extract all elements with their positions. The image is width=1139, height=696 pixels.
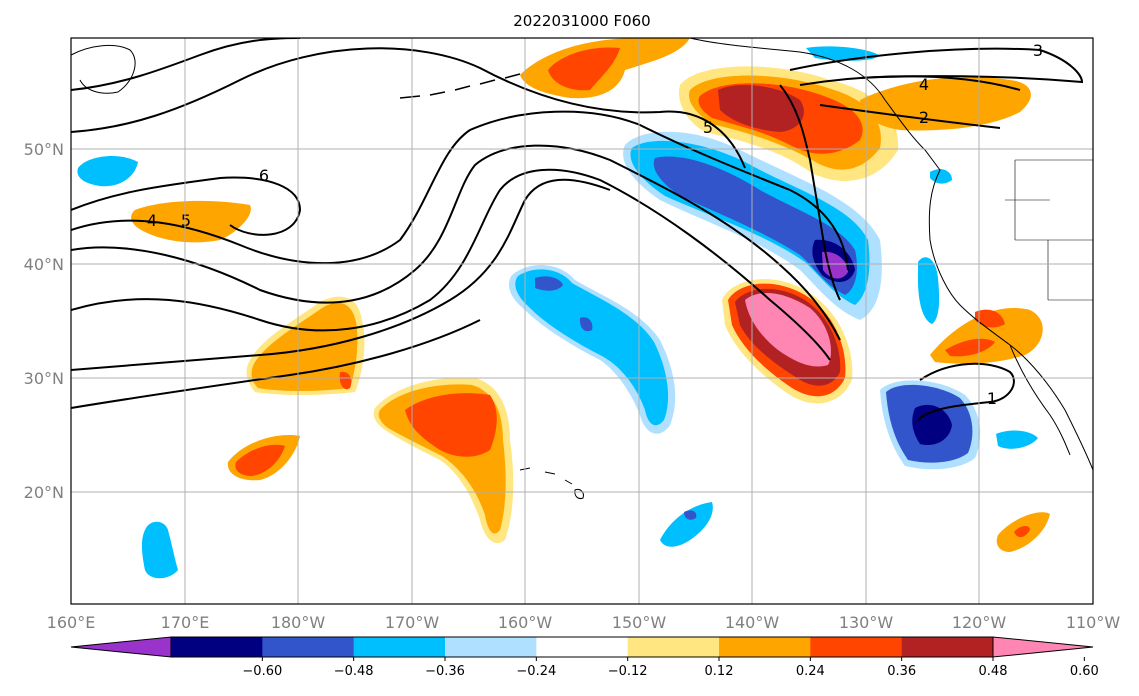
- colorbar-segment: [810, 637, 903, 657]
- colorbar-segment: [171, 637, 263, 657]
- contour-line-1: [71, 319, 1015, 421]
- x-tick-label: 170°W: [385, 613, 440, 632]
- contour-line-4: [799, 75, 1021, 91]
- y-tick-label: 40°N: [24, 255, 64, 274]
- colorbar-tick-label: −0.12: [608, 664, 648, 679]
- positive-anomaly-mexico-core: [1014, 526, 1030, 538]
- negative-anomaly-southwest: [141, 521, 178, 579]
- us-state-borders: [1005, 159, 1093, 301]
- y-tick-label: 30°N: [24, 369, 64, 388]
- y-axis-ticks: 50°N 40°N 30°N 20°N: [24, 140, 64, 502]
- colorbar-tick-label: 0.24: [796, 664, 825, 679]
- colorbar-tick-label: −0.36: [425, 664, 465, 679]
- negative-anomaly-central-pacific-max2: [579, 317, 593, 332]
- coastline-baja: [1009, 344, 1071, 456]
- contour-line-6: [71, 176, 302, 236]
- colorbar-tick-label: 0.12: [705, 664, 734, 679]
- y-tick-label: 20°N: [24, 483, 64, 502]
- colorbar-segment: [445, 637, 537, 657]
- gridlines: [71, 38, 1093, 604]
- positive-anomaly-western-south-core: [235, 444, 285, 476]
- contour-line-4-west: [71, 144, 841, 341]
- colorbar-segment: [719, 637, 811, 657]
- x-tick-label: 170°E: [161, 613, 210, 632]
- colorbar-extend-high: [992, 636, 1094, 658]
- x-tick-label: 160°W: [498, 613, 553, 632]
- contour-label: 5: [181, 211, 191, 230]
- positive-anomaly-baja-core2: [975, 309, 1005, 328]
- colorbar-outline: [170, 636, 994, 658]
- colorbar-tick-label: −0.24: [516, 664, 556, 679]
- map-frame: [70, 37, 1094, 605]
- figure-title: 2022031000 F060: [513, 12, 650, 30]
- colorbar-tick-label: 0.48: [979, 664, 1008, 679]
- map-panel: 3 4 2 5 6 4 5 1: [70, 37, 1094, 605]
- negative-anomaly-ne-pacific-band-peak: [822, 251, 848, 279]
- positive-anomaly-alaska-coast-core: [548, 47, 620, 91]
- colorbar-segment: [627, 637, 720, 657]
- contour-line-alaska-east: [779, 84, 841, 301]
- colorbar-tick-label: 0.36: [887, 664, 916, 679]
- positive-anomaly-dateline: [131, 200, 251, 243]
- positive-anomaly-central-pacific-peak: [745, 293, 831, 367]
- contour-label: 4: [147, 211, 157, 230]
- colorbar: −0.60 −0.48 −0.36 −0.24 −0.12 0.12 0.24 0.36 0.4…: [70, 636, 1099, 679]
- negative-anomaly-hawaii-south-core: [684, 510, 697, 520]
- x-tick-label: 150°W: [612, 613, 667, 632]
- x-tick-label: 160°E: [47, 613, 96, 632]
- contour-label: 5: [703, 118, 713, 137]
- negative-anomaly-ne-pacific-band-strong: [653, 156, 857, 295]
- coastline-kamchatka: [71, 44, 136, 94]
- y-tick-label: 50°N: [24, 140, 64, 159]
- colorbar-segment: [262, 637, 355, 657]
- negative-anomaly-central-pacific-core: [515, 269, 669, 426]
- coastline-north-america: [689, 38, 1093, 471]
- contour-label: 6: [259, 166, 269, 185]
- contour-label: 2: [919, 108, 929, 127]
- colorbar-segment: [353, 637, 446, 657]
- positive-anomaly-baja-core: [945, 338, 995, 357]
- coastline-aleutians: [399, 73, 521, 99]
- contour-line-3-west: [71, 168, 831, 361]
- contour-line-3: [789, 47, 1084, 84]
- x-tick-label: 120°W: [952, 613, 1007, 632]
- contour-line-west-top: [71, 38, 301, 91]
- contour-label: 1: [987, 389, 997, 408]
- negative-anomaly-hawaii-south: [660, 502, 713, 547]
- x-tick-label: 130°W: [839, 613, 894, 632]
- colorbar-segment: [901, 637, 994, 657]
- contour-labels: 3 4 2 5 6 4 5 1: [147, 41, 1043, 408]
- colorbar-extend-low: [70, 636, 172, 658]
- colorbar-tick-label: 0.60: [1070, 664, 1099, 679]
- negative-anomaly-california-max: [912, 404, 952, 446]
- negative-anomaly-central-pacific-max: [535, 276, 563, 291]
- x-tick-label: 110°W: [1066, 613, 1121, 632]
- contour-label: 3: [1033, 41, 1043, 60]
- contour-label: 4: [919, 75, 929, 94]
- negative-anomaly-oregon-coast: [918, 257, 940, 324]
- negative-anomaly-baja-south: [996, 430, 1038, 449]
- x-tick-label: 140°W: [725, 613, 780, 632]
- contour-line-5: [71, 110, 849, 271]
- x-tick-label: 180°W: [271, 613, 326, 632]
- contour-line-2-west: [71, 178, 611, 371]
- x-axis-ticks: 160°E 170°E 180°W 170°W 160°W 150°W 140°…: [47, 613, 1121, 632]
- colorbar-segment: [536, 637, 629, 657]
- contour-line-2: [819, 104, 1001, 129]
- negative-anomaly-western-north: [77, 156, 138, 187]
- positive-anomaly-gulf-of-alaska-peak: [718, 85, 804, 132]
- positive-anomaly-subtropical-max: [405, 393, 497, 457]
- positive-anomaly-western-pacific-belt-max: [339, 371, 352, 390]
- colorbar-tick-label: −0.60: [242, 664, 282, 679]
- colorbar-tick-label: −0.48: [334, 664, 374, 679]
